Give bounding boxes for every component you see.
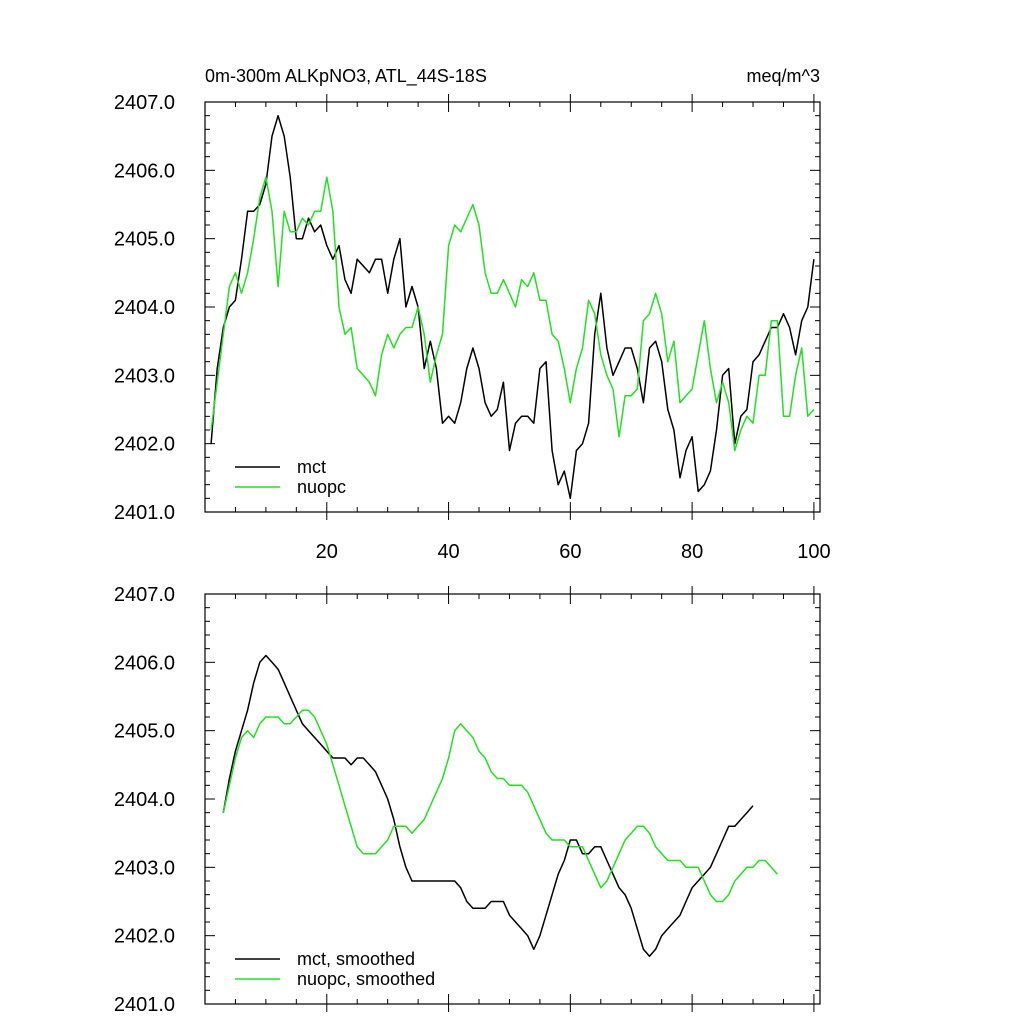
- top-plot-frame: [204, 101, 821, 513]
- y-tick-label: 2406.0: [114, 160, 175, 182]
- x-tick-label: 100: [797, 541, 830, 563]
- bottom-plot-frame: [204, 593, 821, 1005]
- legend-label: mct: [297, 457, 326, 477]
- series-line-nuopc: [210, 176, 815, 452]
- y-tick-label: 2404.0: [114, 297, 175, 319]
- y-tick-label: 2403.0: [114, 857, 175, 879]
- bottom-series: [222, 654, 778, 957]
- bottom-panel: 2401.0 2402.0 2403.0 2404.0 2405.0 2406.0 2407…: [114, 584, 821, 1016]
- y-tick-label: 2405.0: [114, 721, 175, 743]
- series-line-mct: [210, 114, 815, 500]
- top-panel: 2401.0 2402.0 2403.0 2404.0 2405.0 2406.0 2407…: [114, 92, 831, 563]
- y-tick-label: 2403.0: [114, 365, 175, 387]
- y-tick-label: 2401.0: [114, 994, 175, 1016]
- x-tick-label: 20: [316, 541, 338, 563]
- y-tick-label: 2404.0: [114, 789, 175, 811]
- top-y-tick-labels: 2401.0 2402.0 2403.0 2404.0 2405.0 2406.0 2407…: [114, 92, 175, 524]
- y-tick-label: 2406.0: [114, 652, 175, 674]
- y-tick-label: 2407.0: [114, 584, 175, 606]
- y-tick-label: 2405.0: [114, 229, 175, 251]
- y-tick-label: 2407.0: [114, 92, 175, 114]
- chart-title: 0m-300m ALKpNO3, ATL_44S-18S: [205, 66, 487, 87]
- y-tick-label: 2402.0: [114, 926, 175, 948]
- bottom-y-tick-labels: 2401.0 2402.0 2403.0 2404.0 2405.0 2406.0 2407…: [114, 584, 175, 1016]
- bottom-ticks: [205, 586, 820, 1012]
- series-line-mct-smoothed: [222, 654, 754, 957]
- top-ticks: [205, 94, 820, 520]
- legend-label: mct, smoothed: [297, 949, 415, 969]
- top-series: [210, 114, 815, 500]
- units-label: meq/m^3: [747, 66, 820, 86]
- y-tick-label: 2401.0: [114, 502, 175, 524]
- x-tick-label: 60: [559, 541, 581, 563]
- series-line-nuopc-smoothed: [222, 709, 778, 903]
- legend-label: nuopc, smoothed: [297, 969, 435, 989]
- x-tick-label: 40: [437, 541, 459, 563]
- top-x-tick-labels: 20 40 60 80 100: [316, 541, 831, 563]
- x-tick-label: 80: [681, 541, 703, 563]
- legend-label: nuopc: [297, 477, 346, 497]
- y-tick-label: 2402.0: [114, 434, 175, 456]
